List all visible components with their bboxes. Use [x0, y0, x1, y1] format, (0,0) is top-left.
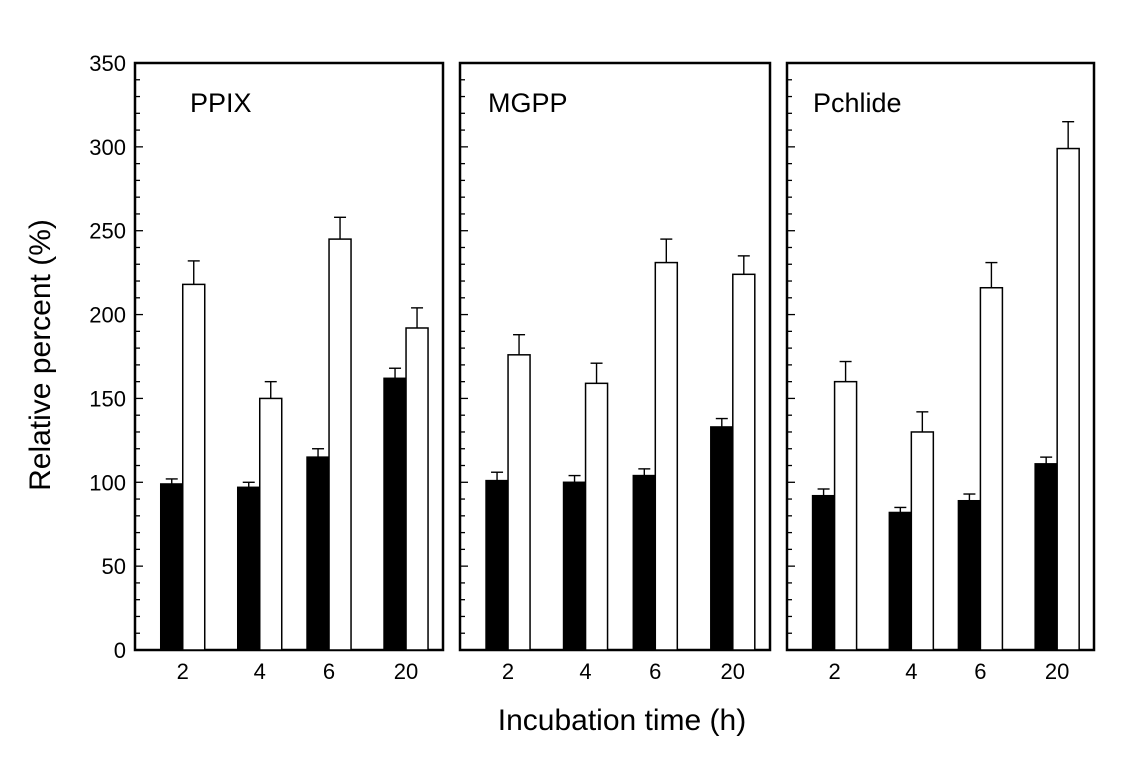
- bar-filled-4: [888, 511, 913, 651]
- panel-title: MGPP: [488, 88, 568, 118]
- panel-2: Pchlide 2 4 6 20: [785, 61, 1096, 684]
- bar-open-2: [507, 354, 531, 651]
- bar-open-20: [732, 273, 756, 651]
- y-tick-label-100: 100: [89, 470, 126, 495]
- x-tick-label-4: 4: [905, 659, 917, 684]
- bar-filled-2: [485, 479, 509, 651]
- bar-open-4: [910, 431, 935, 651]
- bar-filled-20: [383, 377, 407, 651]
- bar-open-4: [258, 397, 283, 651]
- x-tick-label-2: 2: [177, 659, 189, 684]
- panel-frame: [785, 61, 1096, 652]
- x-tick-label-20: 20: [394, 659, 418, 684]
- x-tick-label-4: 4: [579, 659, 591, 684]
- x-axis-title: Incubation time (h): [498, 704, 746, 737]
- x-tick-label-4: 4: [254, 659, 266, 684]
- y-axis-tick-labels: 0 50 100 150 200 250 300 350: [89, 51, 126, 663]
- panel-1: MGPP 2 4 6 20: [458, 61, 772, 684]
- bar-open-6: [328, 238, 352, 651]
- x-tick-label-6: 6: [649, 659, 661, 684]
- bar-filled-4: [236, 486, 261, 651]
- y-tick-label-0: 0: [114, 638, 126, 663]
- bar-open-2: [181, 283, 206, 651]
- panel-0: PPIX 2 4 6 20: [133, 61, 445, 684]
- bar-open-6: [654, 261, 679, 651]
- panel-frame: [133, 61, 445, 652]
- y-tick-label-50: 50: [102, 554, 126, 579]
- x-tick-label-6: 6: [974, 659, 986, 684]
- panel-frame: [458, 61, 772, 652]
- y-axis-title: Relative percent (%): [24, 219, 57, 491]
- bar-open-4: [584, 382, 609, 651]
- x-tick-label-2: 2: [502, 659, 514, 684]
- bar-open-20: [1056, 147, 1080, 651]
- y-tick-label-200: 200: [89, 303, 126, 328]
- bar-filled-6: [957, 499, 982, 651]
- y-tick-label-350: 350: [89, 51, 126, 76]
- x-tick-label-6: 6: [323, 659, 335, 684]
- bar-filled-20: [710, 426, 734, 651]
- panel-title: PPIX: [190, 88, 252, 118]
- bar-filled-4: [562, 481, 587, 651]
- bar-filled-2: [811, 494, 836, 651]
- bar-filled-20: [1034, 463, 1058, 651]
- y-tick-label-150: 150: [89, 386, 126, 411]
- bar-open-6: [979, 286, 1004, 651]
- bar-open-2: [833, 380, 858, 651]
- bar-filled-6: [632, 474, 657, 651]
- panels: PPIX 2 4 6 20 MGPP 2 4 6 20 Pchlide 2 4 6 20: [133, 61, 1096, 684]
- bar-filled-2: [159, 483, 184, 651]
- y-tick-label-250: 250: [89, 219, 126, 244]
- x-tick-label-2: 2: [828, 659, 840, 684]
- x-tick-label-20: 20: [1045, 659, 1069, 684]
- y-tick-label-300: 300: [89, 135, 126, 160]
- bar-filled-6: [306, 456, 330, 651]
- x-tick-label-20: 20: [721, 659, 745, 684]
- bar-open-20: [405, 327, 429, 651]
- panel-title: Pchlide: [813, 88, 902, 118]
